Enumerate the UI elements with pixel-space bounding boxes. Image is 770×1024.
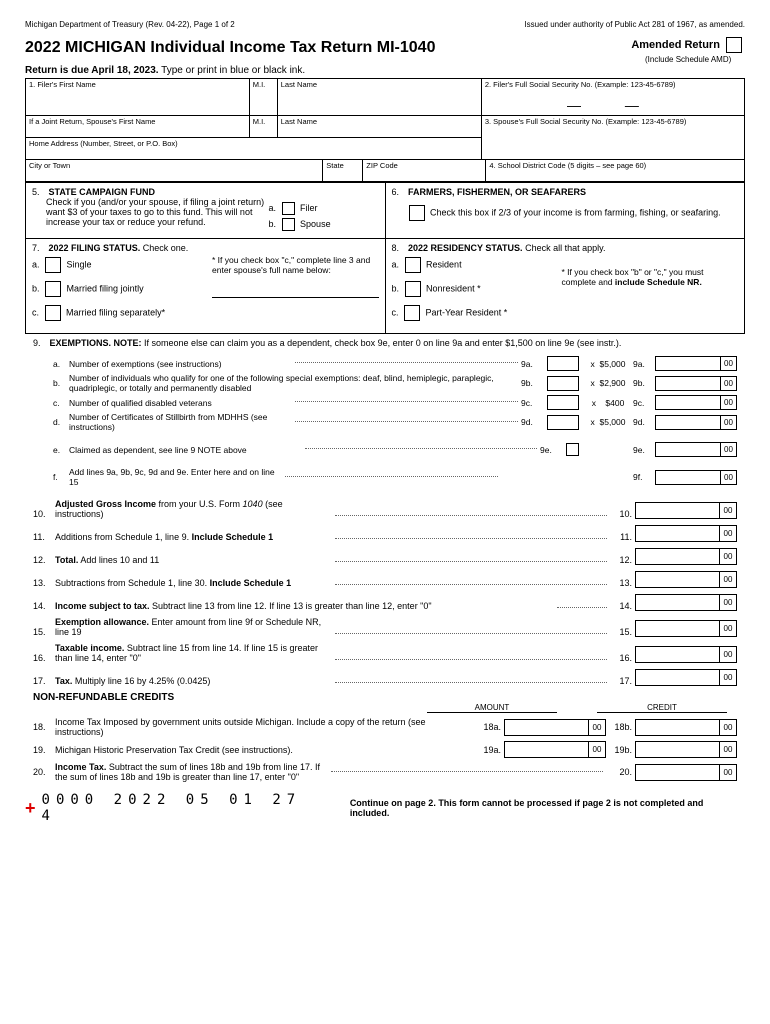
continue-note: Continue on page 2. This form cannot be … <box>350 798 745 818</box>
box-14[interactable]: 00 <box>635 594 737 611</box>
mfs-checkbox[interactable] <box>45 305 61 321</box>
credits-title: NON-REFUNDABLE CREDITS <box>33 692 737 703</box>
farmer-checkbox[interactable] <box>409 205 425 221</box>
amended-section: Amended Return (Include Schedule AMD) <box>631 37 745 65</box>
box-16[interactable]: 00 <box>635 646 737 663</box>
box-17[interactable]: 00 <box>635 669 737 686</box>
plus-icon: + <box>25 798 36 819</box>
box-20[interactable]: 00 <box>635 764 737 781</box>
box-9a-qty[interactable] <box>547 356 579 371</box>
mfj-checkbox[interactable] <box>45 281 61 297</box>
single-checkbox[interactable] <box>45 257 61 273</box>
resident-checkbox[interactable] <box>405 257 421 273</box>
dept-line: Michigan Department of Treasury (Rev. 04… <box>25 20 235 29</box>
box-9c-qty[interactable] <box>547 395 579 410</box>
box-9e[interactable]: 00 <box>655 442 737 457</box>
box-19b[interactable]: 00 <box>635 741 737 758</box>
box-18a[interactable]: 00 <box>504 719 606 736</box>
section-5: 5. STATE CAMPAIGN FUND Check if you (and… <box>26 183 385 238</box>
nonresident-checkbox[interactable] <box>405 281 421 297</box>
box-9b[interactable]: 00 <box>655 376 737 391</box>
box-19a[interactable]: 00 <box>504 741 606 758</box>
box-9c[interactable]: 00 <box>655 395 737 410</box>
filer-first-name-label: 1. Filer's First Name <box>29 80 246 89</box>
box-10[interactable]: 00 <box>635 502 737 519</box>
authority-line: Issued under authority of Public Act 281… <box>524 20 745 29</box>
ocr-code: 0000 2022 05 01 27 4 <box>42 792 330 824</box>
ssn-label: 2. Filer's Full Social Security No. (Exa… <box>485 80 741 89</box>
partyear-checkbox[interactable] <box>404 305 420 321</box>
box-9f[interactable]: 00 <box>655 470 737 485</box>
filer-ssn-field[interactable]: — — <box>485 89 741 113</box>
box-9d-qty[interactable] <box>547 415 579 430</box>
box-11[interactable]: 00 <box>635 525 737 542</box>
spouse-fund-checkbox[interactable] <box>282 218 295 231</box>
section-9: 9. EXEMPTIONS. NOTE: If someone else can… <box>25 334 745 493</box>
amended-checkbox[interactable] <box>726 37 742 53</box>
section-7: 7. 2022 FILING STATUS. Check one. a. Sin… <box>26 239 385 333</box>
filer-fund-checkbox[interactable] <box>282 202 295 215</box>
form-title: 2022 MICHIGAN Individual Income Tax Retu… <box>25 39 435 57</box>
box-15[interactable]: 00 <box>635 620 737 637</box>
due-date: Return is due April 18, 2023. <box>25 65 159 76</box>
box-9d[interactable]: 00 <box>655 415 737 430</box>
box-9e-check[interactable] <box>566 443 579 456</box>
box-9a[interactable]: 00 <box>655 356 737 371</box>
section-6: 6. FARMERS, FISHERMEN, OR SEAFARERS Chec… <box>385 183 745 238</box>
box-13[interactable]: 00 <box>635 571 737 588</box>
box-18b[interactable]: 00 <box>635 719 737 736</box>
box-12[interactable]: 00 <box>635 548 737 565</box>
box-9b-qty[interactable] <box>547 376 579 391</box>
section-8: 8. 2022 RESIDENCY STATUS. Check all that… <box>385 239 745 333</box>
